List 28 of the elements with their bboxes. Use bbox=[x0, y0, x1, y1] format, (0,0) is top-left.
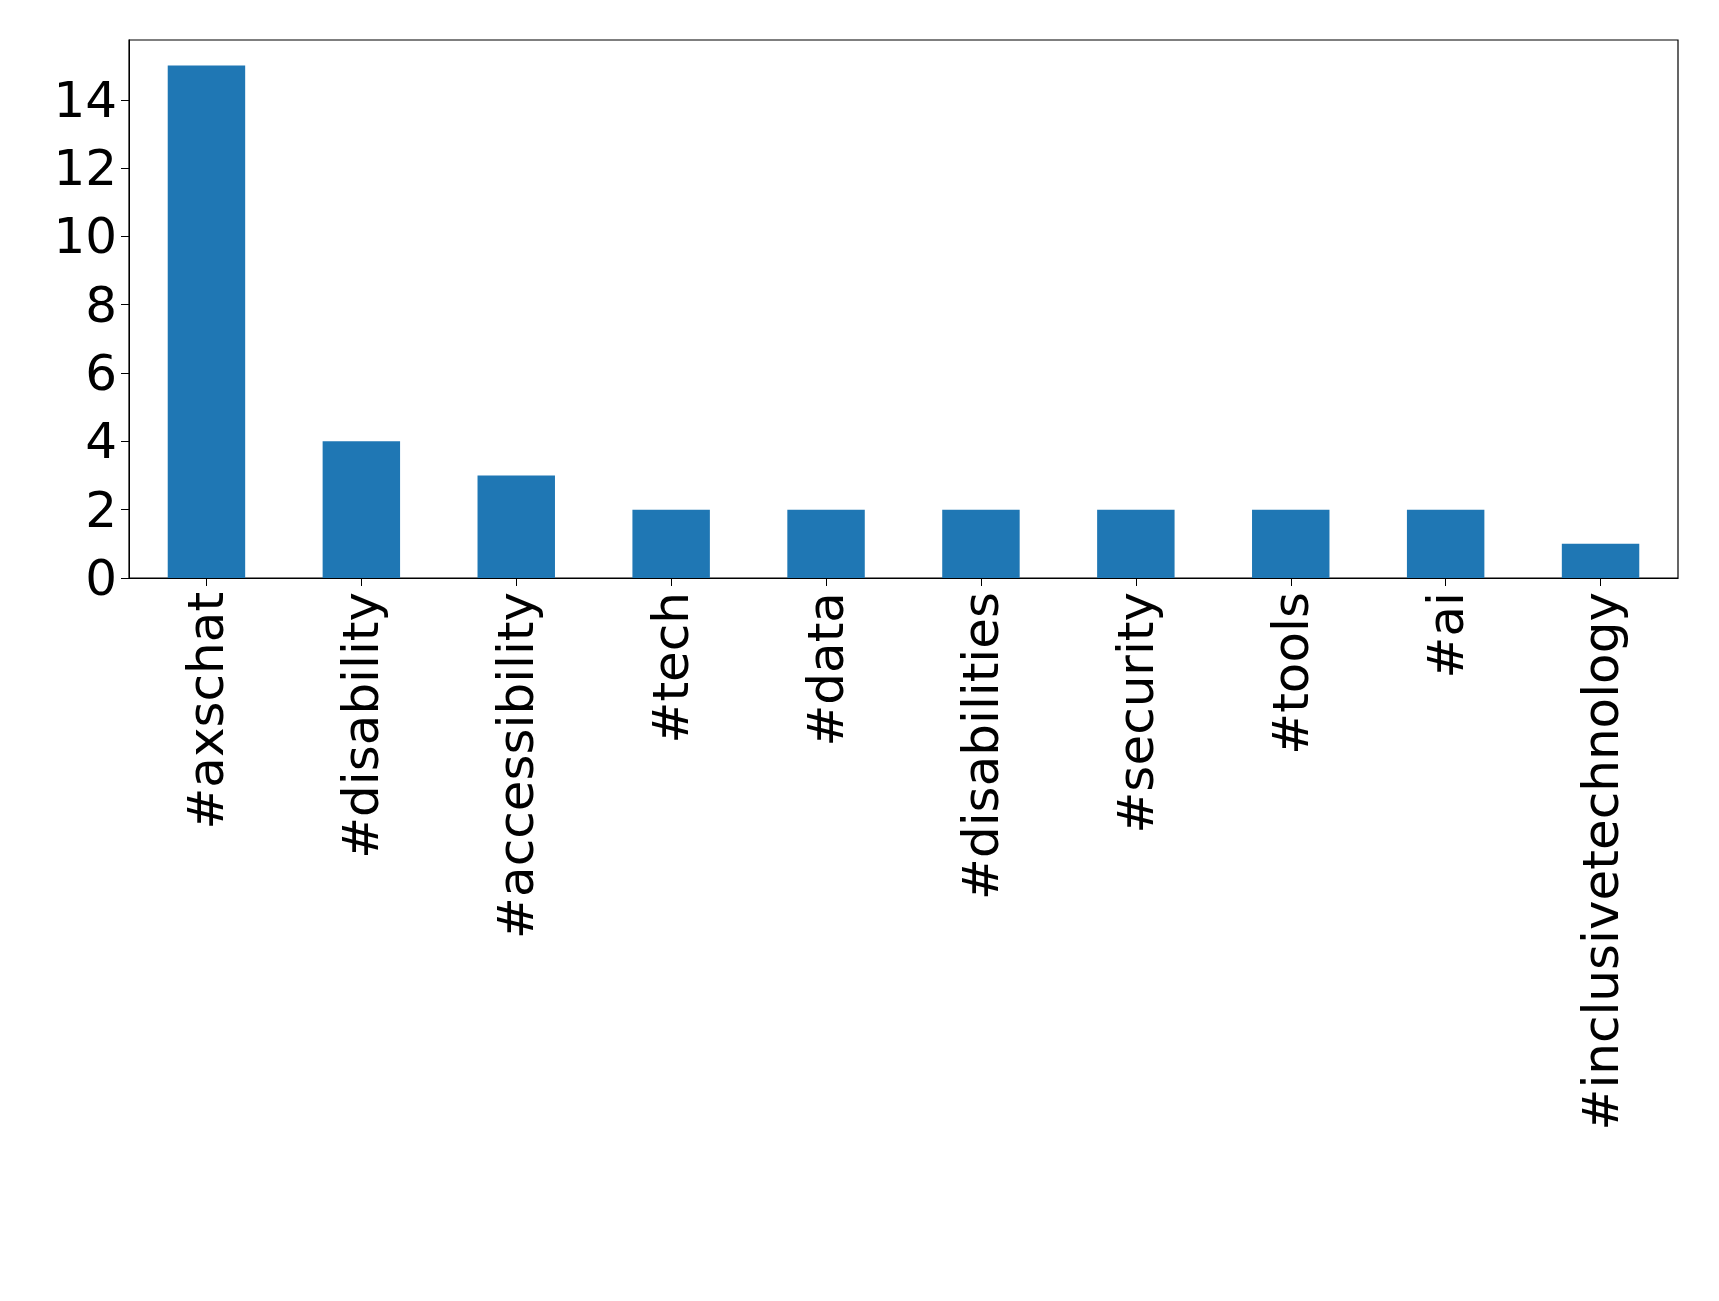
bar bbox=[1252, 509, 1330, 578]
bar bbox=[1406, 509, 1485, 578]
bar bbox=[167, 65, 246, 578]
y-tick-label: 6 bbox=[85, 344, 117, 403]
y-tick-label: 4 bbox=[85, 412, 117, 471]
x-tick-label: #tools bbox=[1261, 592, 1320, 755]
y-tick-label: 12 bbox=[53, 139, 117, 198]
x-tick-label: #accessibility bbox=[487, 592, 546, 939]
bar bbox=[1097, 509, 1175, 578]
y-tick-label: 2 bbox=[85, 480, 117, 539]
x-tick-label: #security bbox=[1106, 592, 1165, 834]
x-tick-label: #inclusivetechnology bbox=[1571, 592, 1630, 1131]
x-tick-label: #disability bbox=[332, 592, 391, 859]
y-tick-label: 14 bbox=[53, 70, 117, 129]
y-tick-label: 10 bbox=[53, 207, 117, 266]
bar bbox=[787, 509, 865, 578]
x-tick-label: #disabilities bbox=[951, 592, 1010, 900]
x-tick-label: #ai bbox=[1416, 592, 1475, 679]
y-tick-label: 0 bbox=[85, 549, 117, 607]
x-tick-label: #tech bbox=[642, 592, 701, 744]
x-tick-label: #data bbox=[797, 592, 856, 747]
bar bbox=[1561, 543, 1640, 578]
bar bbox=[942, 509, 1020, 578]
bar bbox=[632, 509, 710, 578]
bar bbox=[477, 475, 555, 578]
x-tick-label: #axschat bbox=[177, 592, 236, 830]
bar bbox=[322, 441, 401, 578]
y-tick-label: 8 bbox=[85, 275, 117, 334]
